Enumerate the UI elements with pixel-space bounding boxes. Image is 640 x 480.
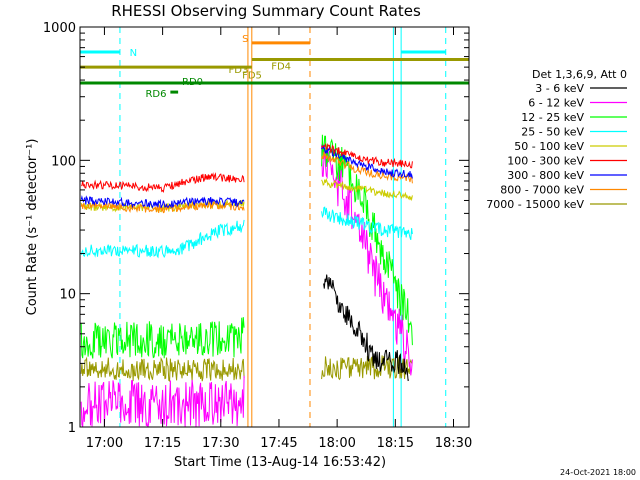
x-tick-label: 18:15: [377, 436, 414, 451]
y-axis: 1 10 100 1000: [43, 21, 469, 436]
series-line: [321, 144, 413, 179]
legend-entry-label: 800 - 7000 keV: [500, 184, 584, 197]
x-tick-label: 18:00: [318, 436, 355, 451]
series-line: [321, 355, 413, 381]
flag-bars: N S FD3 FD4 FD5 RD0 RD6: [80, 34, 469, 100]
series-line: [80, 200, 245, 214]
flag-label: RD0: [182, 77, 203, 88]
y-tick-label: 1000: [43, 21, 76, 36]
legend-entry-label: 6 - 12 keV: [528, 97, 584, 110]
series-line: [321, 134, 413, 346]
series-line: [81, 172, 245, 194]
legend-entry-label: 25 - 50 keV: [521, 126, 584, 139]
x-tick-label: 17:15: [144, 436, 181, 451]
x-axis: 17:00 17:15 17:30 17:45 18:00 18:15 18:30: [86, 27, 472, 451]
x-tick-label: 17:30: [202, 436, 239, 451]
legend-entry-label: 3 - 6 keV: [535, 82, 584, 95]
legend-entry-label: 7000 - 15000 keV: [486, 198, 584, 211]
legend-entry-label: 12 - 25 keV: [521, 111, 584, 124]
chart-title: RHESSI Observing Summary Count Rates: [111, 2, 421, 20]
y-tick-label: 100: [51, 154, 76, 169]
series-line: [80, 195, 245, 209]
flag-label: FD4: [271, 62, 291, 73]
series-line: [321, 142, 413, 169]
event-lines: [119, 27, 447, 427]
series-line: [80, 219, 245, 259]
x-tick-label: 18:30: [435, 436, 472, 451]
legend-entry-label: 50 - 100 keV: [514, 140, 584, 153]
legend: Det 1,3,6,9, Att 0 3 - 6 keV 6 - 12 keV12…: [486, 68, 627, 211]
flag-label: S: [242, 34, 248, 45]
flag-label: N: [130, 48, 137, 59]
flag-label: RD6: [145, 89, 166, 100]
series-line: [321, 151, 413, 184]
series-line: [80, 317, 245, 359]
series-line: [323, 274, 410, 382]
series-line: [80, 356, 245, 382]
series-line: [321, 206, 413, 241]
x-axis-label: Start Time (13-Aug-14 16:53:42): [174, 455, 386, 470]
plot-frame: [79, 26, 470, 428]
y-axis-label: Count Rate (s⁻¹ detector⁻¹): [25, 139, 40, 316]
series-line: [80, 375, 245, 428]
legend-title: Det 1,3,6,9, Att 0: [532, 68, 627, 81]
y-tick-label: 1: [68, 421, 76, 436]
x-tick-label: 17:00: [86, 436, 123, 451]
flag-label: FD5: [242, 71, 262, 82]
y-tick-label: 10: [59, 288, 76, 303]
series-group: [80, 134, 413, 428]
legend-entry-label: 100 - 300 keV: [507, 155, 584, 168]
series-line: [321, 177, 413, 202]
x-tick-label: 17:45: [260, 436, 297, 451]
flag-label: FD3: [229, 65, 249, 76]
footer-timestamp: 24-Oct-2021 18:00: [560, 468, 636, 477]
legend-entry-label: 300 - 800 keV: [507, 169, 584, 182]
